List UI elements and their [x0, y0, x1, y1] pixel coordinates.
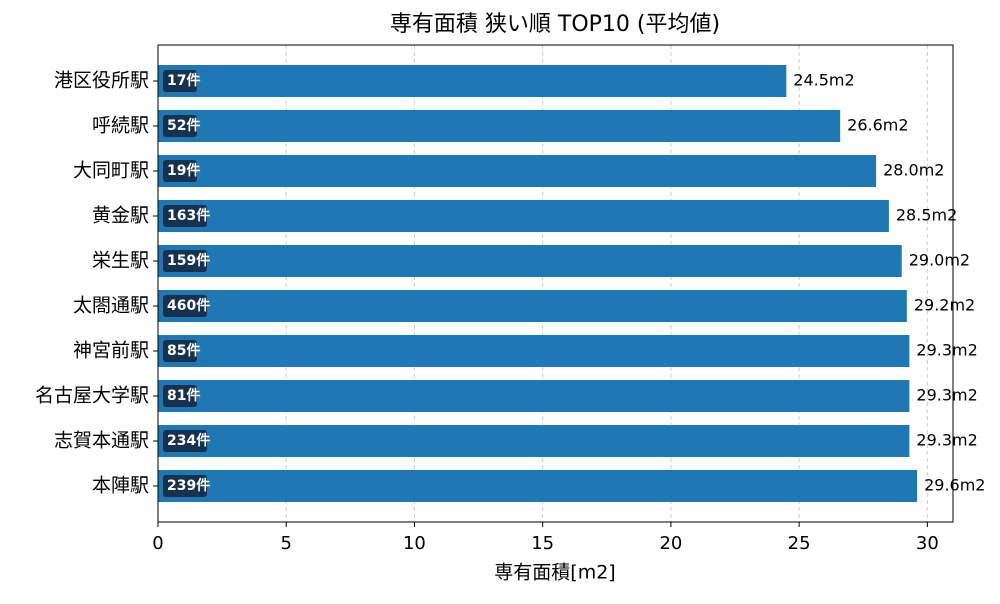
y-tick-label: 名古屋大学駅 [35, 385, 149, 407]
count-box [163, 70, 197, 92]
count-label: 17件 [167, 72, 200, 89]
bar [158, 290, 907, 322]
bar [158, 425, 910, 457]
y-tick-label: 呼続駅 [92, 115, 149, 137]
y-tick-label: 神宮前駅 [73, 340, 149, 362]
bar [158, 335, 910, 367]
count-label: 163件 [167, 207, 210, 224]
x-axis-label: 専有面積[m2] [494, 562, 615, 584]
y-tick-label: 大同町駅 [73, 160, 149, 182]
value-label: 24.5m2 [793, 71, 854, 90]
x-tick-label: 15 [531, 533, 554, 554]
count-box [163, 205, 207, 227]
count-box [163, 430, 207, 452]
count-label: 239件 [167, 477, 210, 494]
x-tick-label: 30 [916, 533, 939, 554]
y-tick-label: 太閤通駅 [73, 295, 149, 317]
plot-frame [157, 44, 954, 523]
x-tick-label: 5 [280, 533, 291, 554]
value-label: 28.5m2 [896, 206, 957, 225]
value-label: 26.6m2 [847, 116, 908, 135]
value-label: 29.3m2 [916, 386, 977, 405]
count-box [163, 340, 197, 362]
count-label: 234件 [167, 432, 210, 449]
value-label: 29.3m2 [916, 431, 977, 450]
value-label: 28.0m2 [883, 161, 944, 180]
count-label: 52件 [167, 117, 200, 134]
bar [158, 470, 918, 502]
value-label: 29.3m2 [916, 341, 977, 360]
y-tick-label: 本陣駅 [92, 475, 149, 497]
count-box [163, 385, 197, 407]
y-tick-label: 志賀本通駅 [54, 430, 149, 452]
x-tick-label: 10 [403, 533, 426, 554]
bar [158, 155, 877, 187]
x-tick-label: 0 [152, 533, 163, 554]
x-tick-label: 25 [788, 533, 811, 554]
value-label: 29.2m2 [914, 296, 975, 315]
bar [158, 380, 910, 412]
count-label: 159件 [167, 252, 210, 269]
bar [158, 200, 889, 232]
count-box [163, 115, 197, 137]
count-label: 85件 [167, 342, 200, 359]
count-label: 81件 [167, 387, 200, 404]
y-tick-label: 港区役所駅 [54, 70, 149, 92]
count-box [163, 160, 197, 182]
count-box [163, 475, 207, 497]
count-label: 460件 [167, 297, 210, 314]
y-tick-label: 栄生駅 [92, 250, 149, 272]
count-box [163, 295, 207, 317]
value-label: 29.0m2 [909, 251, 970, 270]
bar [158, 65, 787, 97]
count-box [163, 250, 207, 272]
count-label: 19件 [167, 162, 200, 179]
bar [158, 110, 841, 142]
x-tick-label: 20 [659, 533, 682, 554]
value-label: 29.6m2 [924, 476, 985, 495]
chart-title: 専有面積 狭い順 TOP10 (平均値) [390, 12, 720, 37]
y-tick-label: 黄金駅 [92, 205, 149, 227]
bar [158, 245, 902, 277]
